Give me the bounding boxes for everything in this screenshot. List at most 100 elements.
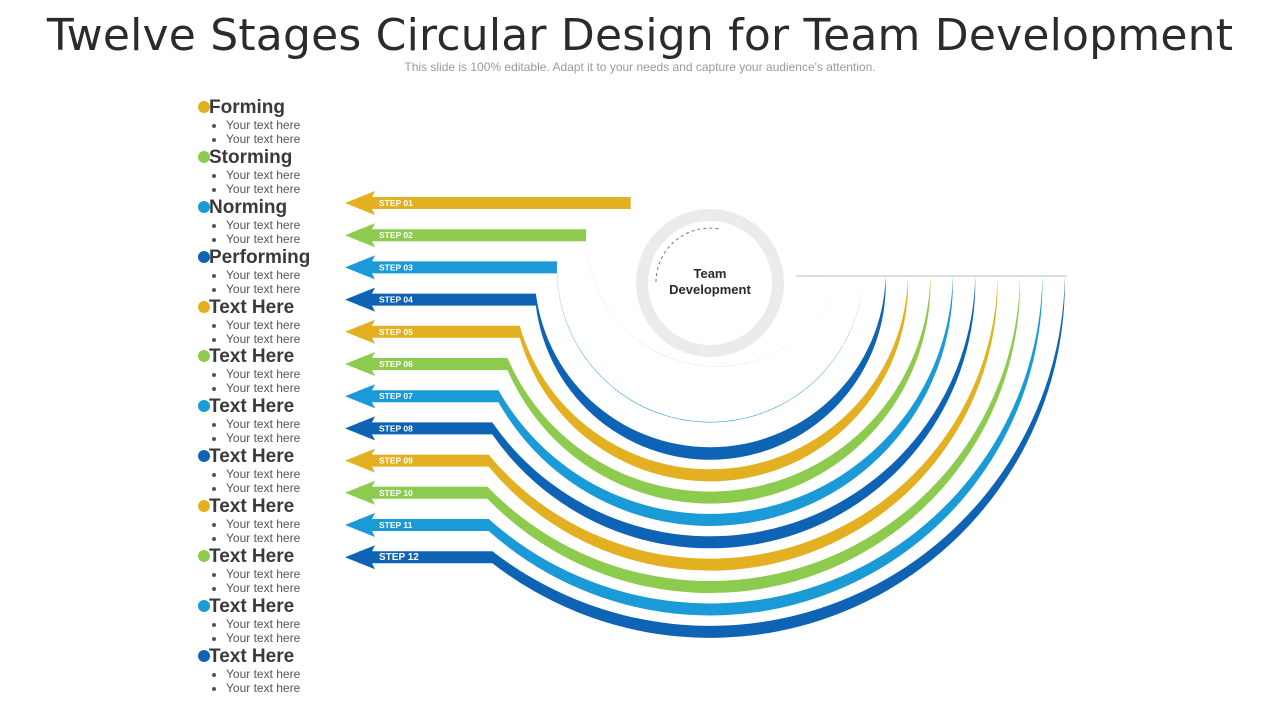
step-label: STEP 05 bbox=[379, 327, 413, 337]
legend-bullet-text: Your text here bbox=[226, 667, 300, 681]
legend-bullet-list: Your text hereYour text here bbox=[208, 268, 300, 296]
legend-heading: Storming bbox=[209, 146, 293, 168]
legend-bullet-text: Your text here bbox=[226, 431, 300, 445]
step-label: STEP 04 bbox=[379, 295, 413, 305]
legend-bullet-text: Your text here bbox=[226, 617, 300, 631]
legend-bullet-text: Your text here bbox=[226, 481, 300, 495]
legend-item: Text HereYour text hereYour text here bbox=[198, 296, 358, 348]
legend-heading: Text Here bbox=[209, 296, 295, 318]
legend-bullet-list: Your text hereYour text here bbox=[208, 318, 300, 346]
step-label: STEP 01 bbox=[379, 198, 413, 208]
legend-bullet-text: Your text here bbox=[226, 132, 300, 146]
legend-bullet-text: Your text here bbox=[226, 681, 300, 695]
legend-bullet-list: Your text hereYour text here bbox=[208, 367, 300, 395]
legend-bullet-text: Your text here bbox=[226, 531, 300, 545]
legend-item: StormingYour text hereYour text here bbox=[198, 146, 358, 198]
legend-dot-icon bbox=[198, 550, 210, 563]
legend-bullet-text: Your text here bbox=[226, 581, 300, 595]
legend-heading: Forming bbox=[209, 97, 285, 118]
slide-subtitle: This slide is 100% editable. Adapt it to… bbox=[404, 60, 876, 74]
legend-dot-icon bbox=[198, 450, 210, 463]
legend-bullet-text: Your text here bbox=[226, 232, 300, 246]
legend-bullet-text: Your text here bbox=[226, 467, 300, 481]
legend-dot-icon bbox=[198, 150, 210, 163]
legend-bullet-text: Your text here bbox=[226, 631, 300, 645]
legend-item: Text HereYour text hereYour text here bbox=[198, 347, 358, 397]
legend-item: Text HereYour text hereYour text here bbox=[198, 497, 358, 547]
legend-bullet-text: Your text here bbox=[226, 567, 300, 581]
center-label-line1: Team bbox=[693, 266, 727, 281]
legend-item: Text HereYour text hereYour text here bbox=[198, 397, 358, 447]
legend-heading: Text Here bbox=[209, 346, 295, 368]
step-label: STEP 10 bbox=[379, 488, 413, 498]
step-label: STEP 12 bbox=[379, 552, 419, 563]
legend-bullet-text: Your text here bbox=[226, 168, 300, 182]
step-label: STEP 02 bbox=[379, 230, 413, 240]
step-label: STEP 09 bbox=[379, 456, 413, 466]
legend-item: Text HereYour text hereYour text here bbox=[198, 447, 358, 497]
legend-item: NormingYour text hereYour text here bbox=[198, 196, 358, 248]
step-arrow-head-icon bbox=[345, 545, 375, 570]
legend-heading: Text Here bbox=[209, 645, 295, 667]
center-ring bbox=[636, 209, 784, 357]
legend-bullet-list: Your text hereYour text here bbox=[208, 467, 300, 495]
legend-bullet-text: Your text here bbox=[226, 218, 300, 232]
legend-dot-icon bbox=[198, 101, 210, 113]
legend-bullet-list: Your text hereYour text here bbox=[208, 118, 300, 146]
step-arrow-head-icon bbox=[345, 287, 375, 312]
legend-dot-icon bbox=[198, 200, 210, 213]
legend-bullet-text: Your text here bbox=[226, 381, 300, 395]
step-arrow-head-icon bbox=[345, 384, 375, 409]
legend-heading: Text Here bbox=[209, 446, 295, 468]
legend-bullet-text: Your text here bbox=[226, 367, 300, 381]
legend-heading: Text Here bbox=[209, 595, 295, 617]
legend-bullet-text: Your text here bbox=[226, 332, 300, 346]
legend-bullet-list: Your text hereYour text here bbox=[208, 517, 300, 545]
legend-bullet-text: Your text here bbox=[226, 268, 300, 282]
center-label-line2: Development bbox=[669, 282, 751, 297]
legend-bullet-list: Your text hereYour text here bbox=[208, 168, 300, 196]
legend-bullet-text: Your text here bbox=[226, 282, 300, 296]
legend-heading: Text Here bbox=[209, 496, 295, 518]
legend-heading: Norming bbox=[209, 196, 288, 218]
stage-ring bbox=[359, 277, 886, 460]
step-arrow-head-icon bbox=[345, 416, 375, 441]
legend-bullet-text: Your text here bbox=[226, 182, 300, 196]
legend-item: PerformingYour text hereYour text here bbox=[198, 246, 358, 298]
step-arrow-head-icon bbox=[345, 191, 375, 215]
step-arrow-head-icon bbox=[345, 480, 375, 505]
legend-dot-icon bbox=[198, 500, 210, 513]
legend-dot-icon bbox=[198, 350, 210, 363]
legend-dot-icon bbox=[198, 300, 210, 313]
legend-bullet-list: Your text hereYour text here bbox=[208, 567, 300, 595]
legend-bullet-list: Your text hereYour text here bbox=[208, 218, 300, 246]
legend-bullet-text: Your text here bbox=[226, 118, 300, 132]
step-arrow-head-icon bbox=[345, 352, 375, 376]
stage-ring bbox=[359, 277, 909, 482]
stage-ring bbox=[359, 197, 819, 312]
legend-item: FormingYour text hereYour text here bbox=[198, 98, 358, 148]
step-arrow-head-icon bbox=[345, 448, 375, 473]
step-arrow-head-icon bbox=[345, 255, 375, 280]
stage-legend: FormingYour text hereYour text hereStorm… bbox=[198, 98, 358, 697]
step-label: STEP 11 bbox=[379, 520, 413, 530]
legend-heading: Performing bbox=[209, 246, 311, 268]
legend-item: Text HereYour text hereYour text here bbox=[198, 645, 358, 697]
step-arrow-head-icon bbox=[345, 223, 375, 248]
legend-dot-icon bbox=[198, 250, 210, 263]
legend-bullet-list: Your text hereYour text here bbox=[208, 667, 300, 695]
step-label: STEP 06 bbox=[379, 359, 413, 369]
legend-dot-icon bbox=[198, 649, 210, 662]
legend-item: Text HereYour text hereYour text here bbox=[198, 595, 358, 647]
legend-dot-icon bbox=[198, 400, 210, 413]
legend-heading: Text Here bbox=[209, 546, 295, 568]
legend-bullet-list: Your text hereYour text here bbox=[208, 417, 300, 445]
slide-title: Twelve Stages Circular Design for Team D… bbox=[46, 10, 1234, 61]
legend-bullet-text: Your text here bbox=[226, 517, 300, 531]
legend-dot-icon bbox=[198, 599, 210, 612]
ring-top-edge bbox=[796, 275, 1067, 277]
step-label: STEP 07 bbox=[379, 391, 413, 401]
legend-bullet-text: Your text here bbox=[226, 318, 300, 332]
legend-item: Text HereYour text hereYour text here bbox=[198, 547, 358, 597]
